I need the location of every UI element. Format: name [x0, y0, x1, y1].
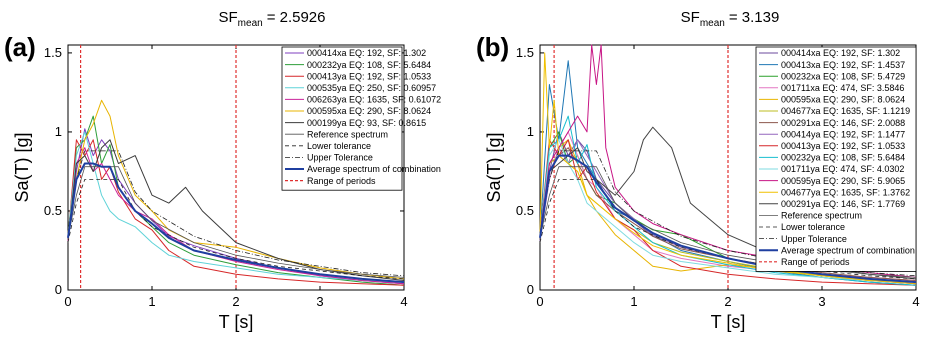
y-tick-label: 1.5 — [516, 45, 534, 60]
legend-label: 004677xa EQ: 1635, SF: 1.1219 — [781, 106, 910, 116]
y-tick-label: 1 — [55, 124, 62, 139]
panel-a: (a) SFmean = 2.5926 0 1 2 3 4 0 0.5 1 1.5 T [s] Sa(T)… — [4, 9, 441, 332]
legend-label: Average spectrum of combination — [307, 164, 441, 174]
legend-box — [281, 46, 403, 191]
x-tick-label: 2 — [724, 294, 731, 309]
series-line-9 — [539, 115, 917, 286]
x-axis-label: T [s] — [711, 312, 746, 332]
y-tick-label: 1 — [527, 124, 534, 139]
x-tick-label: 2 — [232, 294, 239, 309]
series-line-9 — [67, 150, 405, 277]
legend-label: 000232xa EQ: 108, SF: 5.4729 — [781, 71, 905, 81]
legend-label: 000291xa EQ: 146, SF: 2.0088 — [781, 118, 905, 128]
y-tick-label: 0.5 — [44, 203, 62, 218]
chart-title: SFmean = 2.5926 — [219, 9, 326, 29]
legend-box — [755, 46, 917, 272]
legend-label: 000414xa EQ: 192, SF: 1.302 — [781, 48, 900, 58]
x-tick-label: 0 — [536, 294, 543, 309]
y-tick-label: 0.5 — [516, 203, 534, 218]
series-line-16 — [539, 150, 917, 277]
legend-label: Reference spectrum — [781, 211, 862, 221]
title-prefix: SF — [681, 9, 700, 26]
legend-label: Lower tolerance — [307, 141, 371, 151]
series-line-1 — [67, 115, 405, 286]
series-line-10 — [67, 162, 405, 284]
legend-label: 000414ya EQ: 192, SF: 1.1477 — [781, 129, 905, 139]
panel-label: (b) — [476, 32, 509, 62]
legend-label: 000199ya EQ: 93, SF: 0.8615 — [307, 118, 426, 128]
x-tick-label: 4 — [912, 294, 919, 309]
series-line-8 — [539, 139, 917, 286]
x-tick-label: 3 — [316, 294, 323, 309]
chart-title: SFmean = 3.139 — [681, 9, 780, 29]
legend-label: 000413ya EQ: 192, SF: 1.0533 — [781, 141, 905, 151]
y-axis-label: Sa(T) [g] — [12, 132, 32, 202]
legend-label: 000535ya EQ: 250, SF: 0.60957 — [307, 83, 436, 93]
legend-label: 004677ya EQ: 1635, SF: 1.3762 — [781, 187, 910, 197]
legend-label: 006263ya EQ: 1635, SF: 0.61072 — [307, 95, 441, 105]
legend-label: 000595ya EQ: 290, SF: 5.9065 — [781, 176, 905, 186]
title-prefix: SF — [219, 9, 238, 26]
y-tick-label: 0 — [55, 282, 62, 297]
title-subscript: mean — [238, 18, 263, 29]
series-line-3 — [67, 131, 405, 283]
legend-label: Average spectrum of combination — [781, 245, 915, 255]
legend-label: 000595xa EQ: 290, SF: 8.0624 — [307, 106, 431, 116]
legend-label: Upper Tolerance — [781, 234, 847, 244]
y-axis-label: Sa(T) [g] — [484, 132, 504, 202]
legend-label: 000413xa EQ: 192, SF: 1.4537 — [781, 60, 905, 70]
x-tick-label: 1 — [148, 294, 155, 309]
panel-label: (a) — [4, 32, 36, 62]
legend-label: Reference spectrum — [307, 129, 388, 139]
x-tick-label: 4 — [400, 294, 407, 309]
series-line-5 — [67, 99, 405, 280]
legend-label: 000291ya EQ: 146, SF: 1.7769 — [781, 199, 905, 209]
legend-label: 000232ya EQ: 108, SF: 5.6484 — [781, 153, 905, 163]
title-value: = 3.139 — [729, 9, 779, 26]
legend-label: 000414xa EQ: 192, SF: 1.302 — [307, 48, 426, 58]
y-tick-label: 1.5 — [44, 45, 62, 60]
x-axis-label: T [s] — [219, 312, 254, 332]
legend-label: Range of periods — [307, 176, 376, 186]
title-value: = 2.5926 — [267, 9, 326, 26]
x-tick-label: 3 — [818, 294, 825, 309]
x-tick-label: 0 — [64, 294, 71, 309]
legend-label: 001711xa EQ: 474, SF: 3.5846 — [781, 83, 904, 93]
series-line-7 — [67, 166, 405, 278]
legend-label: Range of periods — [781, 257, 850, 267]
x-tick-label: 1 — [630, 294, 637, 309]
title-subscript: mean — [700, 18, 725, 29]
series-line-6 — [67, 139, 405, 281]
legend-label: 001711ya EQ: 474, SF: 4.0302 — [781, 164, 904, 174]
legend-label: 000413ya EQ: 192, SF: 1.0533 — [307, 71, 431, 81]
legend-label: Upper Tolerance — [307, 153, 373, 163]
series-line-4 — [67, 147, 405, 285]
legend-label: 000595xa EQ: 290, SF: 8.0624 — [781, 95, 905, 105]
panel-b: (b) SFmean = 3.139 0 1 2 3 4 0 0.5 1 1.5 T [s] Sa(T) … — [476, 9, 920, 332]
legend-label: 000232ya EQ: 108, SF: 5.6484 — [307, 60, 431, 70]
y-tick-label: 0 — [527, 282, 534, 297]
series-line-10 — [539, 139, 917, 283]
legend-label: Lower tolerance — [781, 222, 845, 232]
